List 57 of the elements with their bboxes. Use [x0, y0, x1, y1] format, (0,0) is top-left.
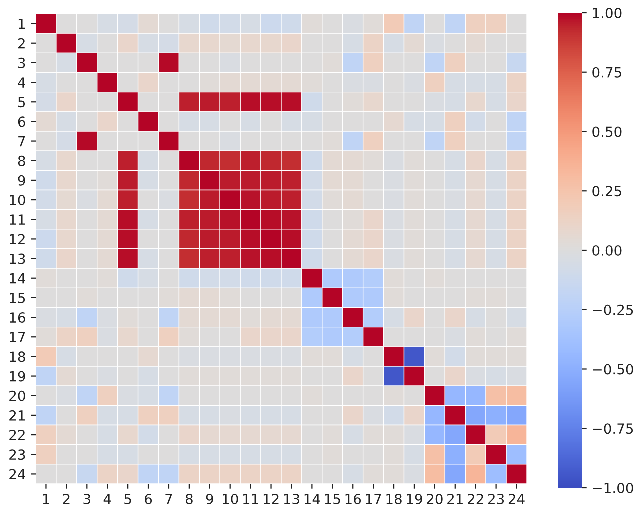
y-tick-label: 5: [18, 97, 26, 108]
color-bar-label: −1.00: [593, 482, 634, 494]
y-tick-label: 7: [18, 136, 26, 147]
y-tick-label: 19: [10, 371, 26, 382]
x-tick-label: 3: [84, 494, 90, 504]
y-tick-label: 1: [18, 18, 25, 30]
x-tick-label: 23: [488, 494, 504, 504]
x-tick-label: 19: [407, 494, 422, 504]
y-tick-label: 13: [10, 254, 26, 264]
color-bar-label: 0.50: [592, 126, 622, 138]
y-tick-label: 10: [10, 195, 26, 206]
color-bar-label: −0.50: [593, 364, 634, 375]
x-tick-label: 6: [145, 494, 152, 504]
x-tick-label: 15: [325, 494, 340, 504]
color-bar-label: 0.75: [592, 67, 622, 78]
y-tick-label: 24: [10, 469, 26, 480]
x-tick-label: 10: [223, 494, 238, 504]
y-tick-label: 16: [10, 312, 26, 324]
y-tick-label: 17: [10, 332, 26, 342]
y-tick-label: 18: [10, 352, 26, 362]
x-tick-label: 14: [304, 494, 320, 504]
y-tick-label: 6: [18, 116, 26, 128]
color-bar-label: 1.00: [593, 8, 622, 18]
y-tick-label: 15: [10, 293, 26, 304]
x-tick-label: 22: [468, 494, 484, 504]
y-tick-label: 21: [10, 410, 25, 421]
color-bar-label: −0.75: [593, 424, 634, 434]
x-tick-label: 13: [284, 494, 300, 504]
x-tick-label: 1: [43, 494, 50, 504]
x-tick-label: 17: [366, 494, 382, 504]
x-tick-label: 21: [448, 494, 463, 504]
y-tick-label: 8: [18, 156, 26, 166]
x-tick-label: 9: [206, 494, 214, 504]
x-tick-label: 16: [346, 494, 362, 504]
y-tick-label: 3: [18, 58, 26, 68]
y-tick-label: 11: [10, 214, 25, 225]
x-tick-label: 8: [186, 494, 193, 504]
y-tick-label: 12: [10, 234, 25, 244]
x-tick-label: 18: [386, 494, 402, 504]
color-bar-label: −0.25: [593, 304, 634, 316]
color-bar-label: 0.25: [592, 186, 622, 197]
x-tick-label: 11: [244, 494, 258, 504]
y-tick-label: 20: [10, 390, 26, 402]
y-tick-label: 14: [10, 274, 26, 284]
y-tick-label: 4: [18, 78, 26, 88]
x-tick-label: 24: [508, 494, 525, 504]
x-tick-label: 12: [264, 494, 279, 504]
x-tick-label: 20: [427, 494, 443, 504]
x-tick-label: 5: [124, 494, 132, 504]
y-tick-label: 2: [18, 38, 25, 49]
x-tick-label: 7: [166, 494, 172, 504]
x-tick-label: 2: [63, 494, 70, 504]
x-tick-label: 4: [104, 494, 112, 504]
y-tick-label: 23: [10, 450, 26, 460]
y-tick-label: 9: [18, 175, 26, 186]
color-bar-label: 0.00: [592, 245, 622, 256]
y-tick-label: 22: [10, 430, 25, 440]
